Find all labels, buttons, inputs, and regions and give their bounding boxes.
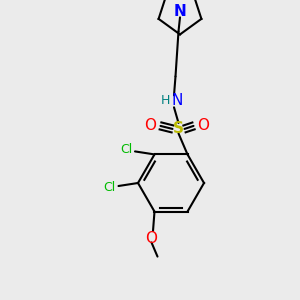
Text: O: O: [197, 118, 209, 134]
Text: S: S: [173, 122, 184, 136]
Text: Cl: Cl: [120, 143, 132, 156]
Text: Cl: Cl: [103, 181, 116, 194]
Text: N: N: [172, 93, 183, 108]
Text: O: O: [146, 231, 158, 246]
Text: H: H: [160, 94, 170, 107]
Text: N: N: [174, 4, 186, 20]
Text: O: O: [145, 118, 157, 134]
